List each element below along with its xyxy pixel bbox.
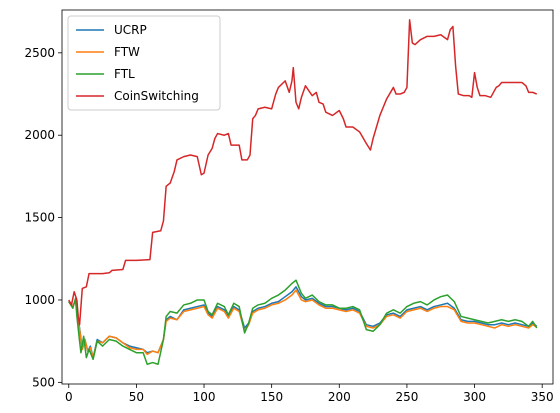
legend: UCRP FTW FTL CoinSwitching (68, 16, 220, 110)
y-tick-label: 1000 (24, 293, 55, 307)
legend-label: UCRP (114, 23, 147, 37)
x-tick-label: 200 (328, 390, 351, 404)
y-tick-label: 500 (32, 375, 55, 389)
y-tick-label: 2500 (24, 46, 55, 60)
y-tick-label: 1500 (24, 211, 55, 225)
legend-label: FTL (114, 67, 135, 81)
x-tick-label: 100 (193, 390, 216, 404)
legend-label: FTW (114, 45, 140, 59)
y-tick-label: 2000 (24, 128, 55, 142)
x-tick-label: 300 (463, 390, 486, 404)
x-tick-label: 0 (65, 390, 73, 404)
x-tick-label: 50 (129, 390, 144, 404)
x-tick-label: 350 (531, 390, 554, 404)
x-tick-label: 150 (260, 390, 283, 404)
x-tick-label: 250 (395, 390, 418, 404)
legend-label: CoinSwitching (114, 89, 199, 103)
